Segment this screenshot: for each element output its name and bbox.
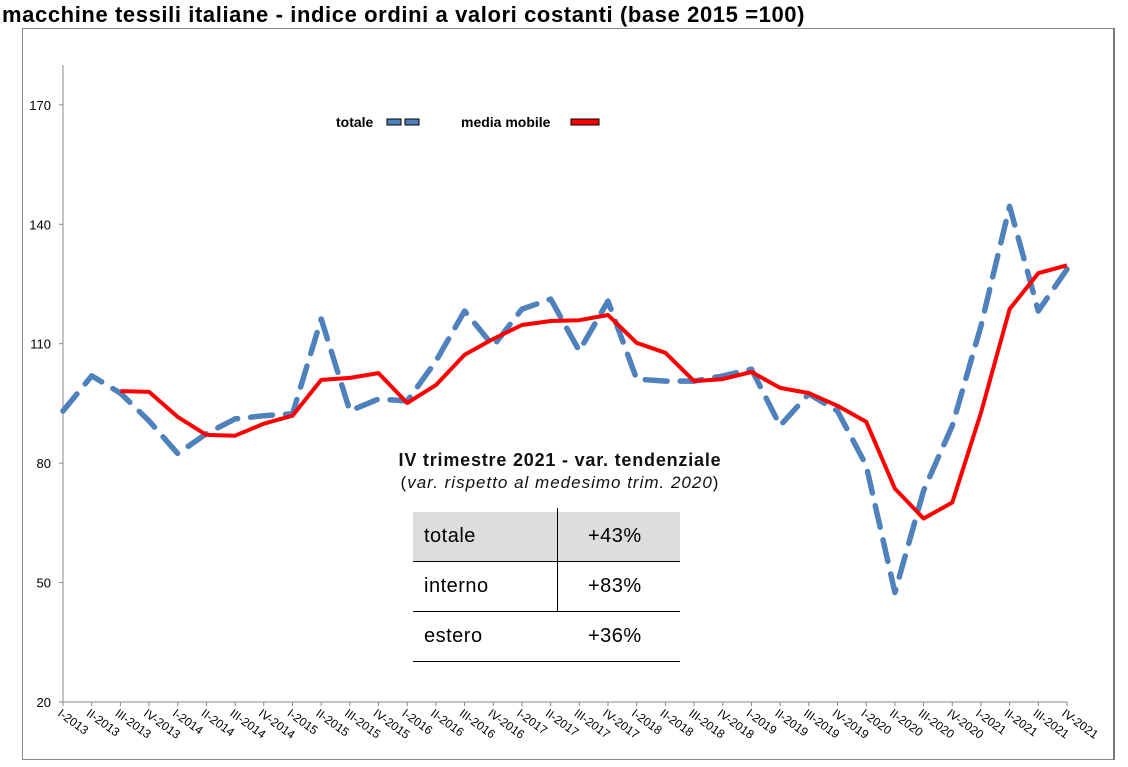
row-label: interno bbox=[413, 561, 557, 612]
paren-close: ) bbox=[712, 473, 720, 492]
legend-label-totale: totale bbox=[336, 114, 374, 130]
table-row: interno +83% bbox=[413, 561, 680, 612]
table-column-divider bbox=[557, 508, 558, 612]
annotation-box: IV trimestre 2021 - var. tendenziale (va… bbox=[380, 450, 740, 493]
legend-swatch-media-mobile bbox=[570, 118, 600, 126]
chart-title: macchine tessili italiane - indice ordin… bbox=[2, 2, 806, 27]
table-row: totale +43% bbox=[413, 512, 680, 562]
row-label: estero bbox=[413, 611, 557, 662]
annotation-heading: IV trimestre 2021 - var. tendenziale bbox=[398, 450, 722, 470]
y-tick-label: 110 bbox=[30, 337, 51, 352]
series-line-media-mobile bbox=[120, 263, 1068, 521]
y-tick-label: 170 bbox=[29, 98, 51, 113]
table-row: estero +36% bbox=[413, 611, 680, 662]
x-tick-label: I-2013 bbox=[55, 706, 91, 738]
row-value: +36% bbox=[557, 611, 680, 662]
row-value: +83% bbox=[557, 561, 680, 612]
series-line-totale bbox=[60, 203, 1070, 596]
legend-swatch-totale bbox=[404, 118, 420, 126]
y-tick-label: 140 bbox=[29, 217, 51, 232]
y-tick-label: 50 bbox=[37, 576, 51, 591]
y-tick-label: 80 bbox=[37, 456, 51, 471]
annotation-subheading: (var. rispetto al medesimo trim. 2020) bbox=[380, 473, 740, 493]
variation-table: totale +43% interno +83% estero +36% bbox=[413, 512, 680, 662]
y-tick-label: 20 bbox=[37, 695, 51, 710]
legend-label-media-mobile: media mobile bbox=[461, 114, 551, 130]
row-value: +43% bbox=[557, 512, 680, 562]
annotation-subheading-text: var. rispetto al medesimo trim. 2020 bbox=[407, 473, 713, 492]
legend-swatch-totale bbox=[386, 118, 402, 126]
row-label: totale bbox=[413, 512, 557, 562]
chart-frame bbox=[22, 28, 1115, 760]
paren-open: ( bbox=[400, 473, 408, 492]
